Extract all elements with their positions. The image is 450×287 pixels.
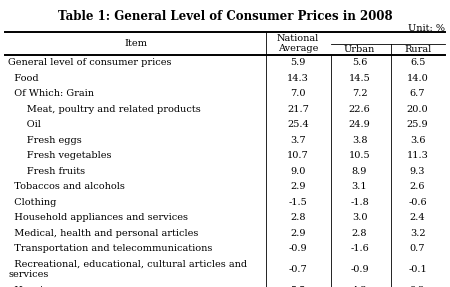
Text: Medical, health and personal articles: Medical, health and personal articles — [8, 229, 198, 238]
Text: -0.9: -0.9 — [350, 265, 369, 274]
Text: Rural: Rural — [404, 45, 431, 54]
Text: 3.7: 3.7 — [290, 136, 306, 145]
Text: 14.0: 14.0 — [407, 74, 428, 83]
Text: 7.2: 7.2 — [352, 89, 367, 98]
Text: Housing: Housing — [8, 286, 56, 287]
Text: Of Which: Grain: Of Which: Grain — [8, 89, 94, 98]
Text: General level of consumer prices: General level of consumer prices — [8, 58, 171, 67]
Text: 10.5: 10.5 — [349, 151, 370, 160]
Text: 2.4: 2.4 — [410, 213, 425, 222]
Text: 6.7: 6.7 — [410, 89, 425, 98]
Text: Clothing: Clothing — [8, 198, 57, 207]
Text: 8.9: 8.9 — [352, 167, 367, 176]
Text: Transportation and telecommunications: Transportation and telecommunications — [8, 244, 212, 253]
Text: 11.3: 11.3 — [407, 151, 428, 160]
Text: Food: Food — [8, 74, 39, 83]
Text: Fresh fruits: Fresh fruits — [8, 167, 85, 176]
Text: 22.6: 22.6 — [349, 105, 370, 114]
Text: 5.6: 5.6 — [352, 58, 367, 67]
Text: Table 1: General Level of Consumer Prices in 2008: Table 1: General Level of Consumer Price… — [58, 10, 392, 23]
Text: 5.9: 5.9 — [290, 58, 306, 67]
Text: 2.9: 2.9 — [290, 229, 306, 238]
Text: 8.2: 8.2 — [410, 286, 425, 287]
Text: 25.9: 25.9 — [407, 120, 428, 129]
Text: Item: Item — [124, 39, 147, 48]
Text: 2.8: 2.8 — [352, 229, 367, 238]
Text: 0.7: 0.7 — [410, 244, 425, 253]
Text: -1.8: -1.8 — [350, 198, 369, 207]
Text: 14.3: 14.3 — [287, 74, 309, 83]
Text: 20.0: 20.0 — [407, 105, 428, 114]
Text: 9.0: 9.0 — [290, 167, 306, 176]
Text: 3.8: 3.8 — [352, 136, 367, 145]
Text: Recreational, educational, cultural articles and
services: Recreational, educational, cultural arti… — [8, 260, 247, 280]
Text: National
Average: National Average — [277, 34, 319, 53]
Text: -0.1: -0.1 — [408, 265, 427, 274]
Text: 4.3: 4.3 — [352, 286, 367, 287]
Text: 21.7: 21.7 — [287, 105, 309, 114]
Text: 3.2: 3.2 — [410, 229, 425, 238]
Text: 2.6: 2.6 — [410, 182, 425, 191]
Text: 14.5: 14.5 — [349, 74, 370, 83]
Text: Urban: Urban — [344, 45, 375, 54]
Text: Fresh eggs: Fresh eggs — [8, 136, 82, 145]
Text: -0.6: -0.6 — [408, 198, 427, 207]
Text: 5.5: 5.5 — [290, 286, 306, 287]
Text: Oil: Oil — [8, 120, 41, 129]
Text: 2.8: 2.8 — [290, 213, 306, 222]
Text: 10.7: 10.7 — [287, 151, 309, 160]
Text: Meat, poultry and related products: Meat, poultry and related products — [8, 105, 201, 114]
Text: -1.5: -1.5 — [289, 198, 307, 207]
Text: 6.5: 6.5 — [410, 58, 425, 67]
Text: 2.9: 2.9 — [290, 182, 306, 191]
Text: 24.9: 24.9 — [349, 120, 370, 129]
Text: 3.6: 3.6 — [410, 136, 425, 145]
Text: Unit: %: Unit: % — [408, 24, 445, 33]
Text: -1.6: -1.6 — [350, 244, 369, 253]
Text: Tobaccos and alcohols: Tobaccos and alcohols — [8, 182, 125, 191]
Text: -0.7: -0.7 — [289, 265, 307, 274]
Text: -0.9: -0.9 — [289, 244, 307, 253]
Text: 9.3: 9.3 — [410, 167, 425, 176]
Text: Household appliances and services: Household appliances and services — [8, 213, 188, 222]
Text: Fresh vegetables: Fresh vegetables — [8, 151, 112, 160]
Text: 3.1: 3.1 — [352, 182, 367, 191]
Text: 7.0: 7.0 — [290, 89, 306, 98]
Text: 3.0: 3.0 — [352, 213, 367, 222]
Text: 25.4: 25.4 — [287, 120, 309, 129]
